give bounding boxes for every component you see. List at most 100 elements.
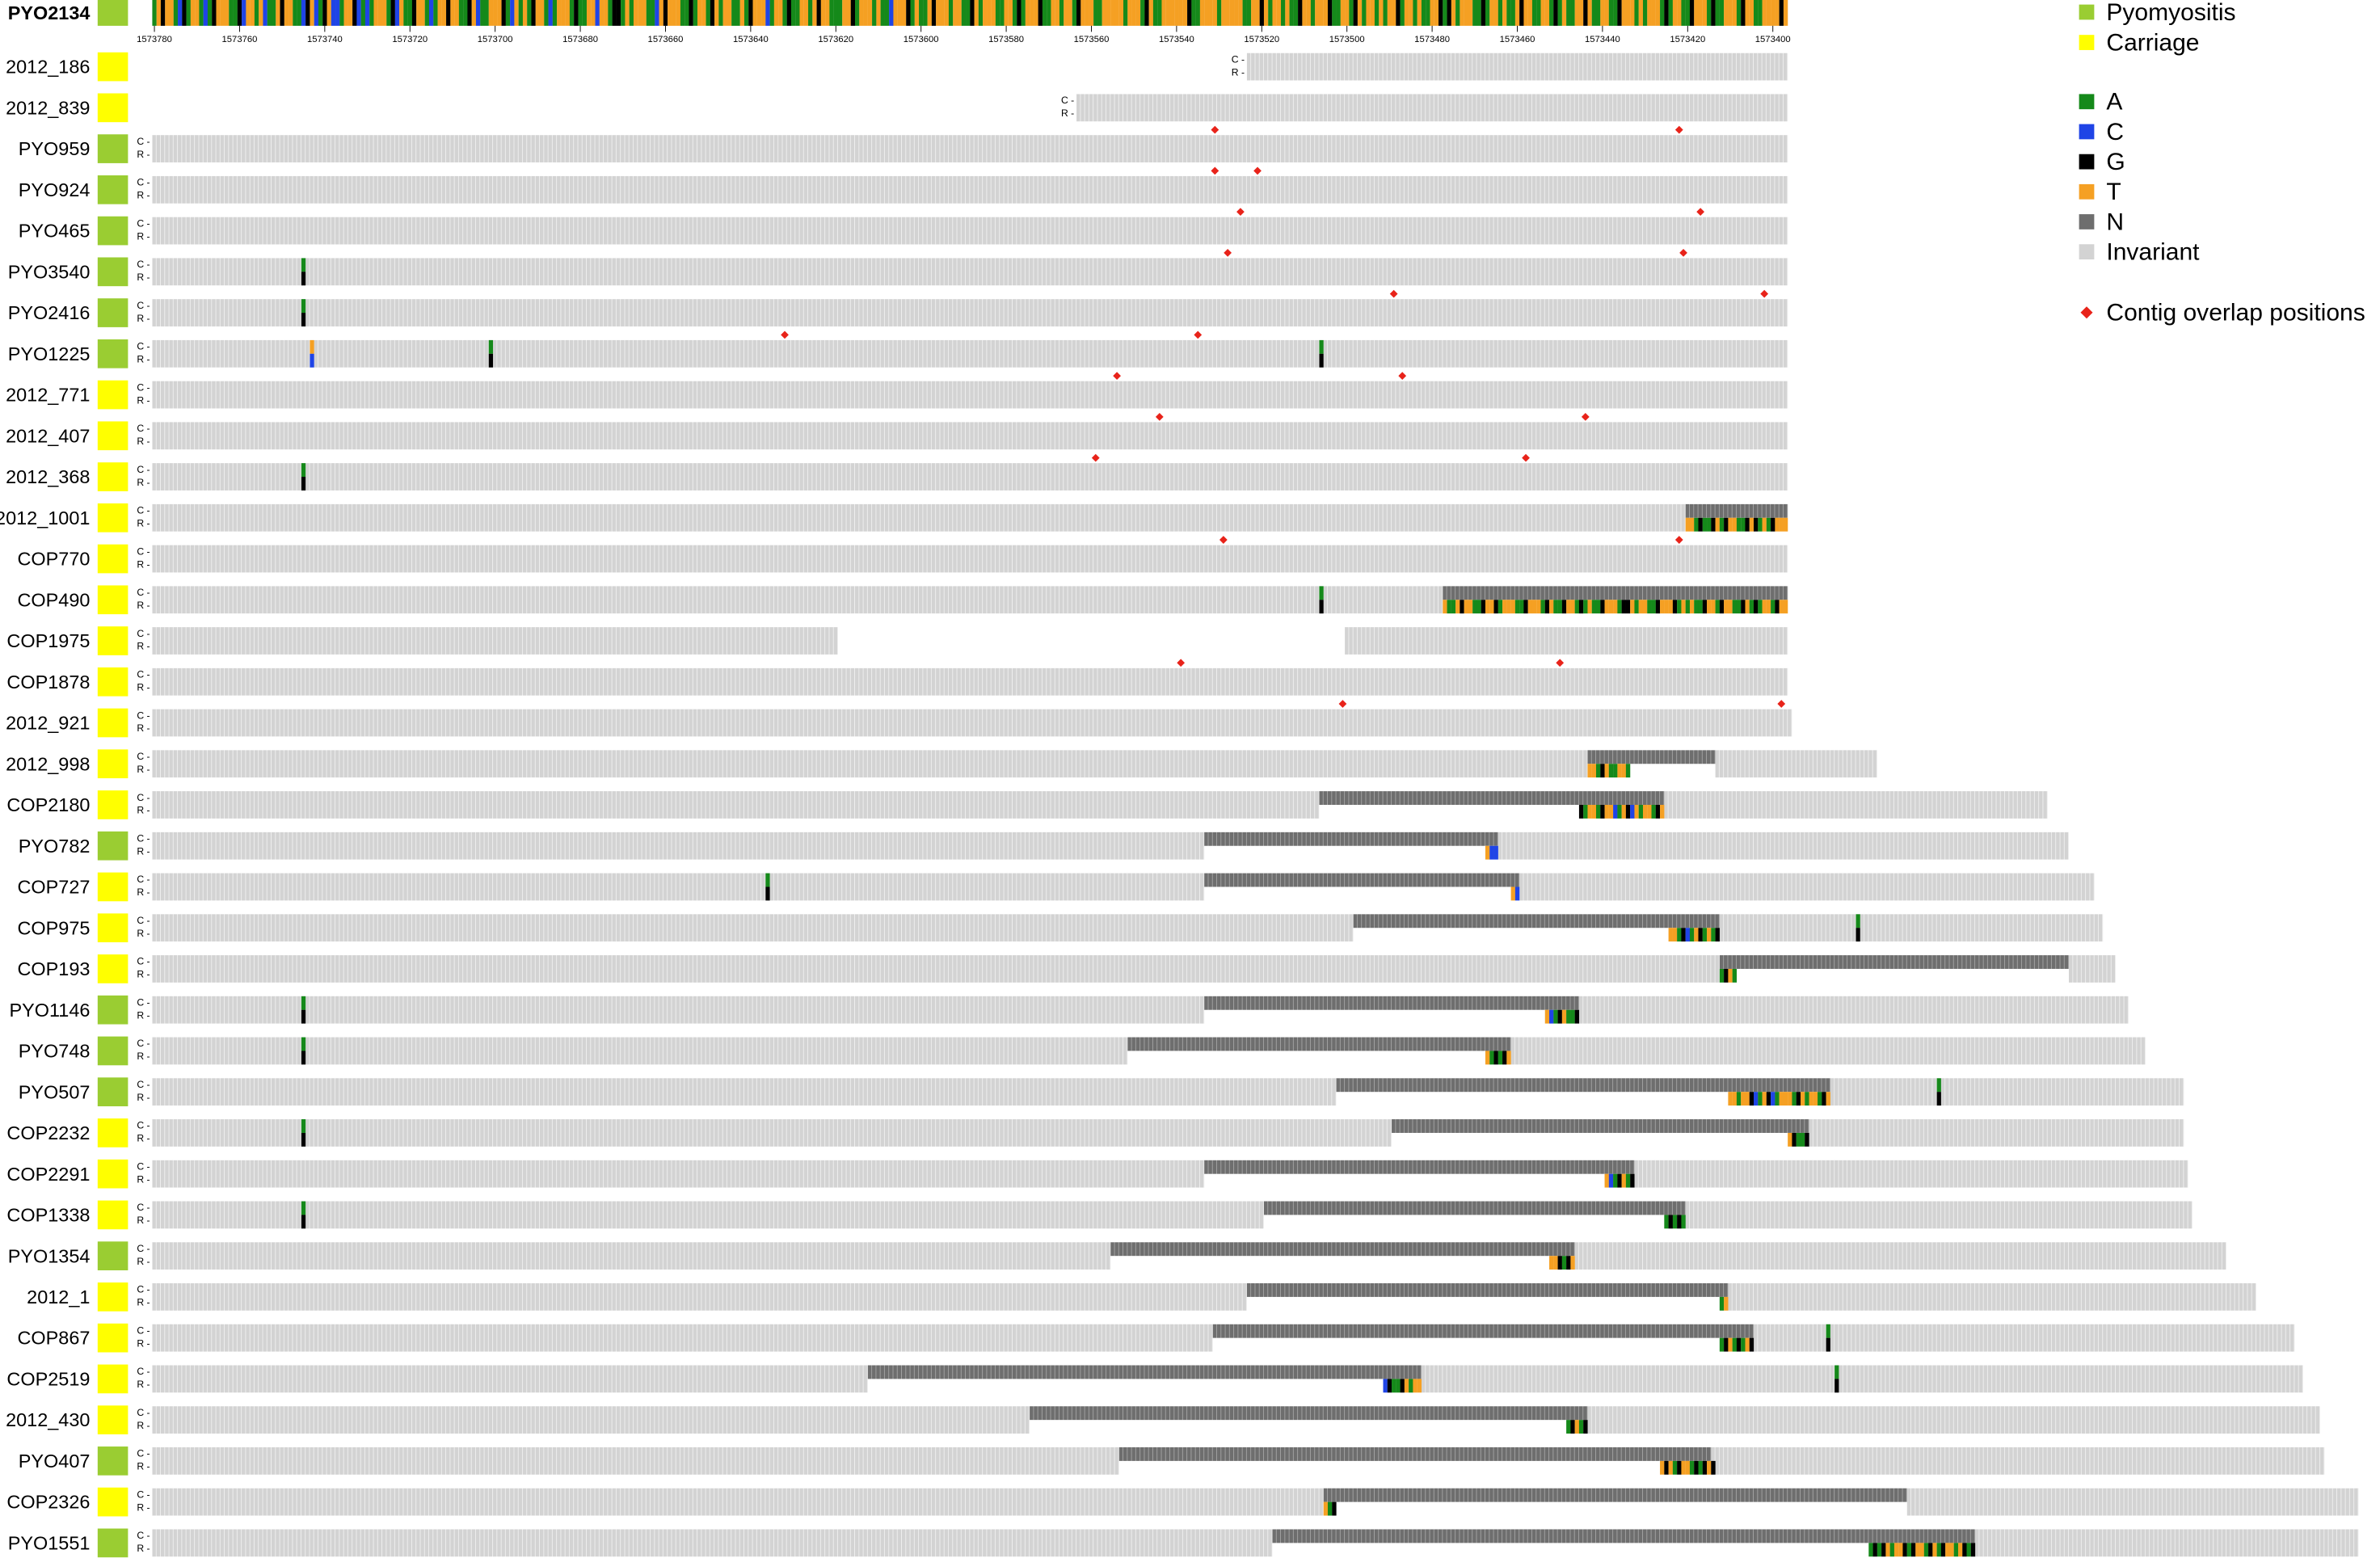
- reference-base: [1298, 0, 1303, 26]
- invariant-segment: [152, 996, 1205, 1024]
- reference-base: [1332, 0, 1337, 26]
- reference-base: [501, 0, 506, 26]
- variant-base: [1962, 1543, 1967, 1557]
- variant-base: [1396, 1379, 1401, 1393]
- overlap-marker: [1674, 125, 1683, 134]
- reference-base: [173, 0, 179, 26]
- track-label: C -: [137, 300, 150, 311]
- reference-base: [1485, 0, 1490, 26]
- snp-contig: [301, 1119, 306, 1133]
- variant-base: [1591, 600, 1597, 614]
- reference-base: [638, 0, 642, 26]
- reference-base: [1191, 0, 1196, 26]
- n-block: [1212, 1324, 1754, 1338]
- legend-swatch: [2079, 94, 2095, 110]
- reference-base: [1306, 0, 1311, 26]
- variant-base: [1553, 600, 1558, 614]
- reference-base: [693, 0, 698, 26]
- track-label: R -: [137, 969, 150, 980]
- reference-base: [548, 0, 553, 26]
- reference-base: [1561, 0, 1567, 26]
- reference-base: [407, 0, 412, 26]
- invariant-segment: [1519, 873, 2095, 901]
- snp-reference: [488, 353, 494, 368]
- snp-contig: [1834, 1365, 1839, 1379]
- track-label: R -: [137, 518, 150, 529]
- reference-base: [816, 0, 821, 26]
- reference-base: [633, 0, 638, 26]
- reference-base: [1195, 0, 1200, 26]
- variant-base: [1651, 600, 1656, 614]
- variant-base: [1732, 1092, 1738, 1106]
- row-label: COP2291: [6, 1164, 90, 1185]
- variant-base: [1707, 1460, 1712, 1475]
- reference-base: [522, 0, 528, 26]
- reference-base: [1392, 0, 1396, 26]
- invariant-segment: [2068, 955, 2116, 983]
- reference-base: [1272, 0, 1277, 26]
- n-block: [1353, 914, 1720, 928]
- reference-base: [616, 0, 621, 26]
- reference-base: [859, 0, 864, 26]
- snp-reference: [765, 886, 770, 901]
- reference-base: [356, 0, 361, 26]
- reference-base: [842, 0, 847, 26]
- reference-base: [1642, 0, 1648, 26]
- variant-base: [1711, 600, 1716, 614]
- reference-base: [1165, 0, 1171, 26]
- reference-base: [1724, 0, 1729, 26]
- reference-base: [1366, 0, 1371, 26]
- reference-base: [1242, 0, 1247, 26]
- variant-base: [1788, 1132, 1792, 1147]
- invariant-segment: [152, 873, 1205, 901]
- reference-base: [1570, 0, 1575, 26]
- variant-base: [1715, 517, 1720, 532]
- reference-base: [1259, 0, 1265, 26]
- variant-base: [1630, 804, 1635, 819]
- reference-base: [1736, 0, 1742, 26]
- reference-base: [1630, 0, 1635, 26]
- variant-base: [1549, 600, 1554, 614]
- variant-base: [1719, 1296, 1725, 1311]
- invariant-segment: [152, 381, 1788, 409]
- reference-base: [373, 0, 378, 26]
- invariant-segment: [152, 627, 838, 655]
- reference-base: [1123, 0, 1128, 26]
- reference-base: [561, 0, 566, 26]
- reference-base: [1625, 0, 1631, 26]
- reference-base: [1251, 0, 1256, 26]
- row-label: COP490: [17, 589, 90, 610]
- reference-base: [1246, 0, 1252, 26]
- reference-base: [1017, 0, 1022, 26]
- variant-base: [1591, 764, 1597, 778]
- reference-base: [825, 0, 830, 26]
- reference-label: PYO2134: [8, 2, 91, 23]
- reference-base: [786, 0, 792, 26]
- track-label: R -: [137, 722, 150, 734]
- legend-label: G: [2106, 149, 2125, 175]
- reference-base: [1426, 0, 1430, 26]
- reference-base: [1608, 0, 1614, 26]
- reference-base: [352, 0, 357, 26]
- reference-base: [837, 0, 843, 26]
- variant-base: [1613, 804, 1618, 819]
- legend-label: A: [2106, 89, 2122, 116]
- legend-swatch: [2079, 183, 2095, 200]
- x-tick-label: 1573740: [307, 35, 343, 44]
- variant-base: [1728, 1092, 1733, 1106]
- row-label: 2012_998: [6, 753, 90, 774]
- variant-base: [1578, 600, 1584, 614]
- variant-base: [1923, 1543, 1929, 1557]
- reference-base: [339, 0, 344, 26]
- variant-base: [1945, 1543, 1950, 1557]
- track-label: C -: [137, 381, 150, 393]
- reference-base: [424, 0, 430, 26]
- reference-base: [1523, 0, 1528, 26]
- reference-base: [1514, 0, 1520, 26]
- legend-label: N: [2106, 208, 2124, 235]
- row-label: COP2326: [6, 1492, 90, 1513]
- overlap-marker: [1679, 248, 1687, 257]
- reference-base: [1417, 0, 1422, 26]
- variant-base: [1553, 1256, 1558, 1270]
- reference-base: [322, 0, 327, 26]
